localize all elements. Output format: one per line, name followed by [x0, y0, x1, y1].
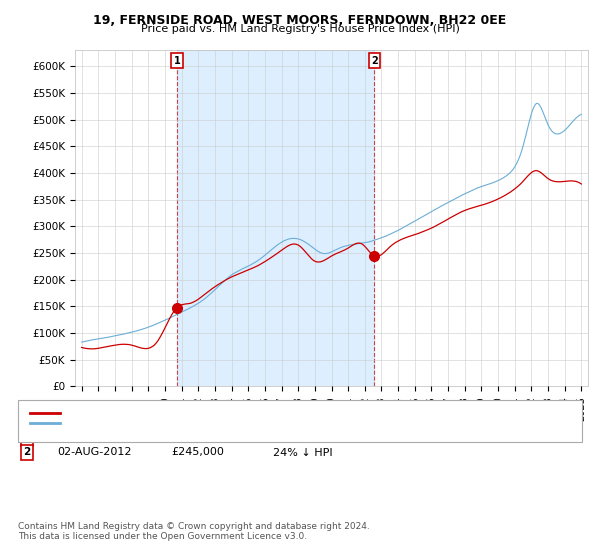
Text: Price paid vs. HM Land Registry's House Price Index (HPI): Price paid vs. HM Land Registry's House …	[140, 24, 460, 34]
Text: £245,000: £245,000	[171, 447, 224, 458]
Text: £147,000: £147,000	[171, 433, 224, 443]
Text: 19, FERNSIDE ROAD, WEST MOORS, FERNDOWN, BH22 0EE: 19, FERNSIDE ROAD, WEST MOORS, FERNDOWN,…	[94, 14, 506, 27]
Text: 13% ↓ HPI: 13% ↓ HPI	[273, 433, 332, 443]
Text: 2: 2	[23, 447, 31, 458]
Text: Contains HM Land Registry data © Crown copyright and database right 2024.: Contains HM Land Registry data © Crown c…	[18, 522, 370, 531]
Text: 1: 1	[23, 433, 31, 443]
Text: 19, FERNSIDE ROAD, WEST MOORS, FERNDOWN, BH22 0EE (detached house): 19, FERNSIDE ROAD, WEST MOORS, FERNDOWN,…	[66, 408, 470, 418]
Text: HPI: Average price, detached house, Dorset: HPI: Average price, detached house, Dors…	[66, 418, 293, 428]
Text: 02-AUG-2012: 02-AUG-2012	[57, 447, 131, 458]
Bar	[177, 50, 374, 386]
Text: 1: 1	[173, 56, 181, 66]
Text: 2: 2	[371, 56, 378, 66]
Text: 18-SEP-2000: 18-SEP-2000	[57, 433, 128, 443]
Text: 24% ↓ HPI: 24% ↓ HPI	[273, 447, 332, 458]
Text: This data is licensed under the Open Government Licence v3.0.: This data is licensed under the Open Gov…	[18, 532, 307, 541]
